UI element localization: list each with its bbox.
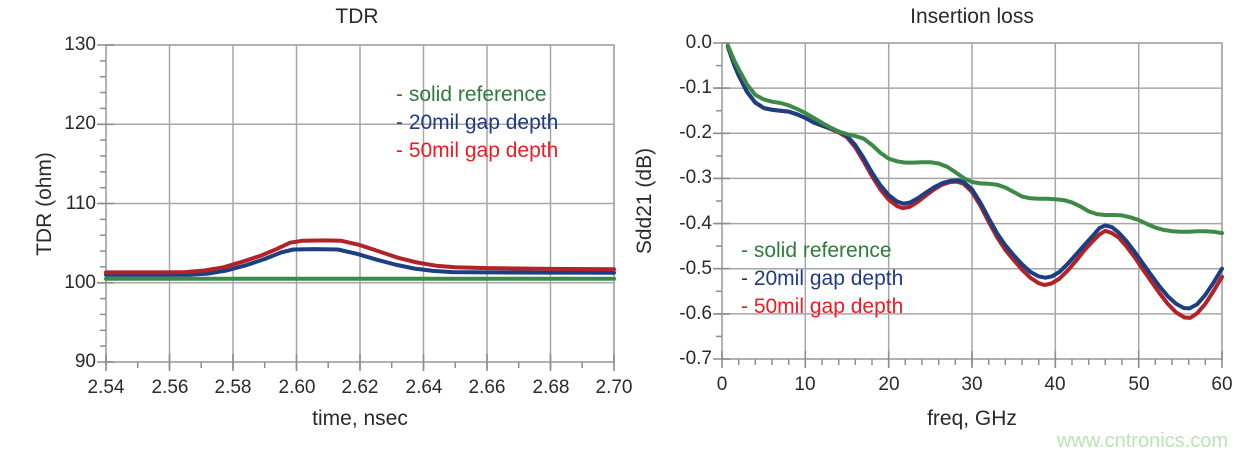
legend-item: - 50mil gap depth (396, 139, 559, 162)
x-tick-label: 2.56 (151, 377, 189, 398)
insertion-loss-x-axis-label: freq, GHz (927, 407, 1017, 430)
y-tick-label: 0.0 (685, 32, 712, 53)
x-tick-label: 30 (961, 374, 983, 395)
x-tick-label: 2.70 (595, 377, 633, 398)
legend-item: - solid reference (741, 239, 892, 262)
tdr-plot-area (97, 44, 616, 371)
tdr-legend: - solid reference - 20mil gap depth - 50mi… (396, 81, 558, 165)
y-tick-label: -0.2 (679, 122, 712, 143)
y-tick-label: -0.1 (679, 77, 712, 98)
series-solid-reference (725, 43, 1224, 236)
x-tick-label: 40 (1044, 374, 1066, 395)
insertion-loss-plot-area (713, 42, 1224, 368)
watermark: www.cntronics.com (1056, 430, 1228, 452)
legend-item: - 20mil gap depth (741, 267, 904, 290)
x-tick-label: 2.60 (278, 377, 316, 398)
y-tick-label: 130 (64, 34, 96, 55)
legend-item: - 20mil gap depth (396, 111, 559, 134)
x-tick-label: 20 (878, 374, 900, 395)
y-tick-label: -0.3 (679, 167, 712, 188)
y-tick-label: -0.7 (679, 348, 712, 369)
x-tick-label: 2.58 (214, 377, 252, 398)
legend-item: - 50mil gap depth (741, 295, 904, 318)
x-tick-label: 10 (794, 374, 816, 395)
x-tick-label: 2.54 (87, 377, 125, 398)
series-50mil-gap-depth (104, 238, 616, 275)
insertion-loss-legend: - solid reference - 20mil gap depth - 50mi… (741, 237, 903, 321)
x-tick-label: 60 (1211, 374, 1233, 395)
x-tick-label: 50 (1128, 374, 1150, 395)
tdr-x-axis-label: time, nsec (312, 407, 408, 430)
y-tick-label: 120 (64, 113, 96, 134)
series-20mil-gap-depth (104, 247, 616, 277)
x-tick-label: 2.66 (468, 377, 506, 398)
x-tick-label: 0 (716, 374, 728, 395)
series-20mil-gap-depth (725, 44, 1224, 311)
y-tick-label: 90 (74, 351, 96, 372)
x-tick-label: 2.68 (532, 377, 570, 398)
x-tick-label: 2.64 (405, 377, 443, 398)
y-tick-label: -0.6 (679, 303, 712, 324)
tdr-chart-title: TDR (335, 5, 379, 28)
y-tick-label: -0.5 (679, 258, 712, 279)
y-tick-label: -0.4 (679, 213, 712, 234)
y-tick-label: 100 (64, 272, 96, 293)
x-tick-label: 2.62 (341, 377, 379, 398)
insertion-loss-chart-title: Insertion loss (910, 5, 1034, 28)
legend-item: - solid reference (396, 83, 547, 106)
y-tick-label: 110 (65, 193, 96, 214)
